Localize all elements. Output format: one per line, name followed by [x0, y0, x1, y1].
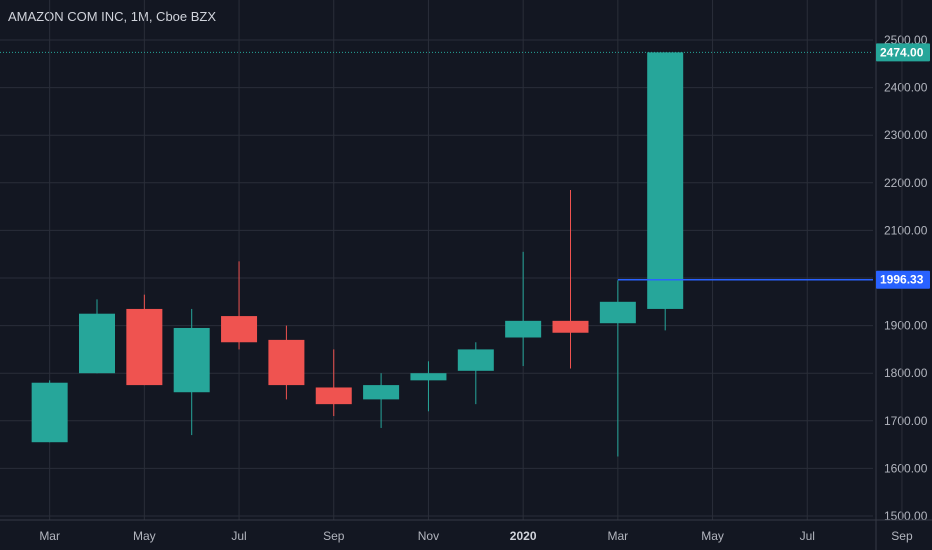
candle-body	[173, 327, 210, 393]
x-tick-label: Mar	[608, 529, 629, 543]
y-tick-label: 1700.00	[884, 414, 928, 428]
candle-body	[79, 313, 115, 374]
x-tick-label: Nov	[418, 529, 439, 543]
y-tick-label: 2400.00	[884, 81, 928, 95]
x-tick-label: Jul	[800, 529, 815, 543]
last-price-tag-label: 2474.00	[880, 45, 924, 59]
y-tick-label: 1800.00	[884, 366, 928, 380]
candle-body	[363, 385, 400, 400]
x-tick-label: May	[701, 529, 724, 543]
x-tick-label: Sep	[323, 529, 345, 543]
candle-body	[505, 320, 542, 338]
last-price-tag-bg	[876, 43, 930, 62]
candle-body	[410, 373, 447, 381]
candle-body	[315, 387, 352, 405]
candle-body	[457, 349, 494, 371]
candle-body	[647, 52, 684, 309]
y-tick-label: 1500.00	[884, 509, 928, 523]
y-tick-label: 1900.00	[884, 319, 928, 333]
candle-body	[599, 301, 636, 324]
y-tick-label: 1600.00	[884, 461, 928, 475]
x-tick-label: Jul	[231, 529, 246, 543]
hline-price-tag-bg	[876, 270, 930, 289]
candle-body	[126, 308, 163, 386]
y-tick-label: 2200.00	[884, 176, 928, 190]
candle-body	[552, 320, 589, 333]
candle-body	[268, 339, 305, 386]
candle-body	[221, 316, 258, 343]
hline-price-tag-label: 1996.33	[880, 273, 924, 287]
x-tick-label: May	[133, 529, 156, 543]
candle-body	[31, 382, 68, 443]
y-tick-label: 2300.00	[884, 128, 928, 142]
x-tick-label: Sep	[891, 529, 913, 543]
y-tick-label: 2100.00	[884, 223, 928, 237]
chart-title: AMAZON COM INC, 1M, Cboe BZX	[8, 9, 217, 24]
x-tick-label: 2020	[510, 529, 537, 543]
x-tick-label: Mar	[39, 529, 60, 543]
